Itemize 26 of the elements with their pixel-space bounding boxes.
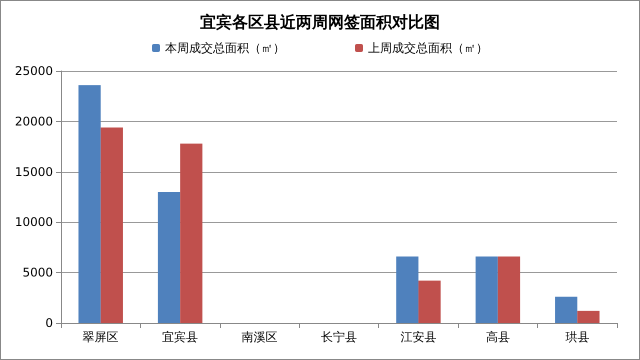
x-tick-label: 江安县 bbox=[400, 330, 436, 344]
x-tick-label: 长宁县 bbox=[321, 330, 357, 344]
bar bbox=[498, 256, 520, 323]
legend-label: 本周成交总面积（㎡） bbox=[165, 41, 285, 55]
chart-title: 宜宾各区县近两周网签面积对比图 bbox=[200, 12, 440, 32]
y-tick-label: 15000 bbox=[14, 164, 53, 179]
y-tick-label: 20000 bbox=[14, 114, 53, 128]
y-tick-label: 0 bbox=[45, 316, 53, 330]
bar bbox=[555, 296, 578, 323]
bar bbox=[100, 127, 123, 323]
x-tick-label: 翠屏区 bbox=[82, 330, 119, 344]
bar bbox=[476, 256, 498, 323]
legend-label: 上周成交总面积（㎡） bbox=[368, 41, 488, 55]
x-tick-label: 高县 bbox=[486, 330, 510, 344]
bar bbox=[418, 280, 441, 323]
bar bbox=[396, 256, 418, 323]
y-tick-label: 5000 bbox=[22, 266, 53, 280]
x-tick-label: 宜宾县 bbox=[162, 330, 198, 344]
bar bbox=[577, 310, 600, 323]
y-tick-label: 10000 bbox=[14, 215, 53, 230]
bar bbox=[78, 85, 101, 323]
y-tick-label: 25000 bbox=[14, 64, 53, 78]
bar bbox=[158, 192, 180, 323]
x-tick-label: 南溪区 bbox=[242, 330, 278, 344]
bar bbox=[180, 144, 202, 323]
x-tick-label: 珙县 bbox=[565, 330, 590, 344]
